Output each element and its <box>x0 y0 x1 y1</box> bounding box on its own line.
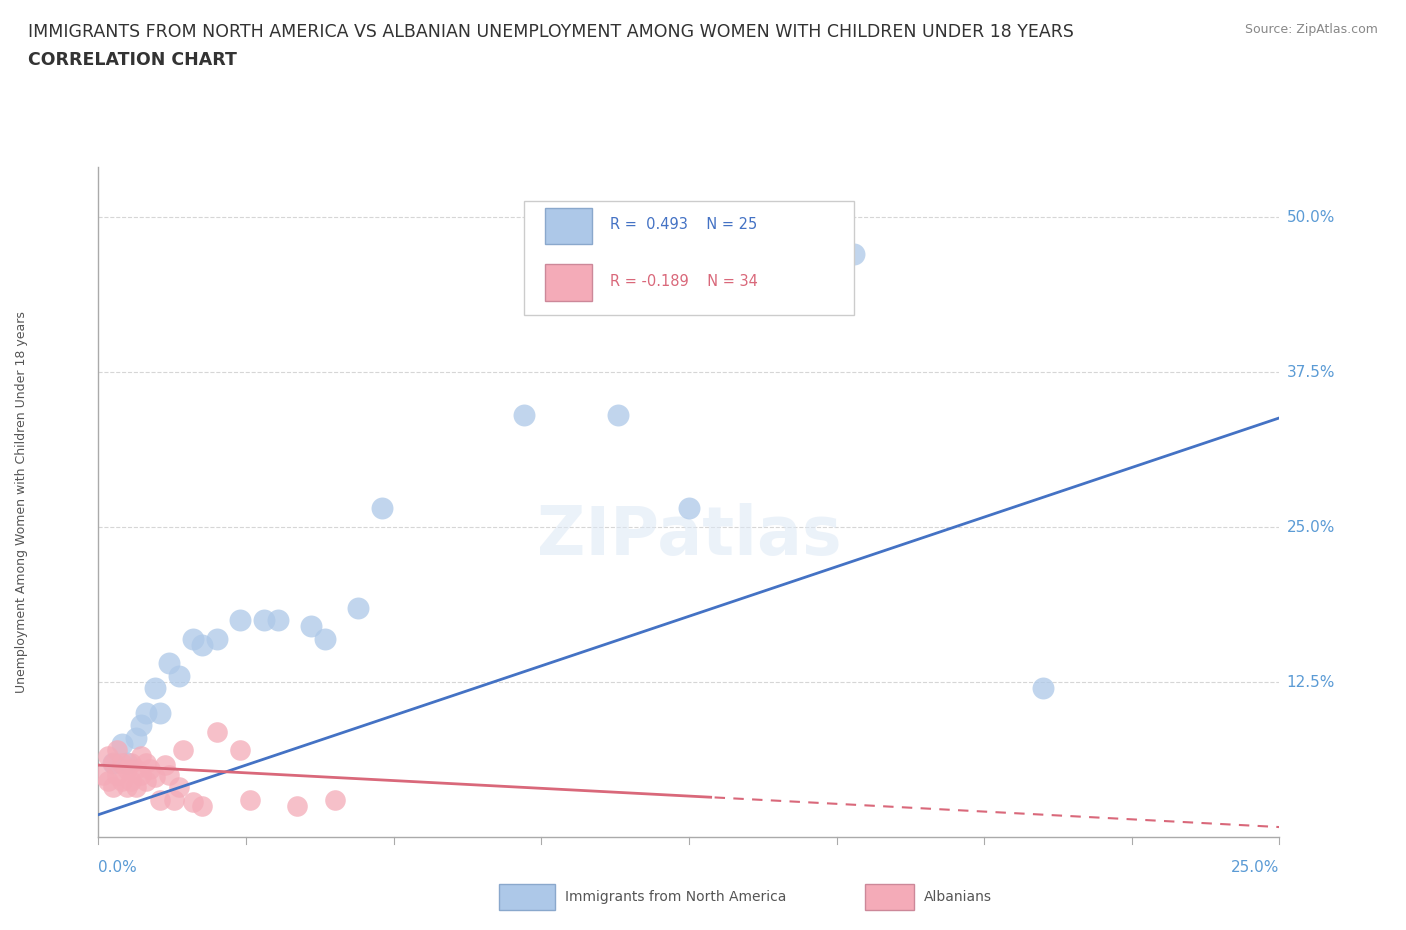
Point <box>205 631 228 646</box>
Point <box>129 749 152 764</box>
Point <box>229 743 252 758</box>
Point <box>115 762 138 777</box>
Point <box>101 755 124 770</box>
Point <box>97 774 120 789</box>
Point <box>323 792 346 807</box>
Point <box>149 706 172 721</box>
Point <box>607 408 630 423</box>
Point <box>239 792 262 807</box>
Point <box>844 246 866 261</box>
Point <box>139 762 162 777</box>
Point <box>191 799 214 814</box>
Point <box>678 501 700 516</box>
Point <box>125 762 148 777</box>
Text: Albanians: Albanians <box>924 889 991 904</box>
Text: 50.0%: 50.0% <box>1286 209 1334 224</box>
Point <box>167 780 190 795</box>
Point <box>101 780 124 795</box>
Point <box>105 767 128 782</box>
Text: Source: ZipAtlas.com: Source: ZipAtlas.com <box>1244 23 1378 36</box>
Point <box>101 755 124 770</box>
Point <box>129 767 152 782</box>
Point <box>285 799 308 814</box>
Point <box>229 613 252 628</box>
Point <box>181 795 204 810</box>
Point <box>135 755 157 770</box>
Point <box>121 755 143 770</box>
Point <box>163 792 186 807</box>
Point <box>91 767 114 782</box>
Point <box>181 631 204 646</box>
Text: R = -0.189    N = 34: R = -0.189 N = 34 <box>610 273 758 288</box>
Point <box>135 706 157 721</box>
Text: R =  0.493    N = 25: R = 0.493 N = 25 <box>610 217 756 232</box>
FancyBboxPatch shape <box>523 201 855 314</box>
Point <box>267 613 290 628</box>
Point <box>111 774 134 789</box>
Point <box>125 730 148 745</box>
Point <box>129 718 152 733</box>
Point <box>125 780 148 795</box>
Point <box>167 669 190 684</box>
Point <box>135 774 157 789</box>
Text: CORRELATION CHART: CORRELATION CHART <box>28 51 238 69</box>
Point <box>115 780 138 795</box>
Text: 37.5%: 37.5% <box>1286 365 1334 379</box>
Point <box>157 767 180 782</box>
FancyBboxPatch shape <box>546 264 592 301</box>
Point <box>314 631 336 646</box>
Text: 0.0%: 0.0% <box>98 860 138 875</box>
Point <box>347 600 370 615</box>
Point <box>115 755 138 770</box>
Point <box>143 770 166 785</box>
Point <box>105 743 128 758</box>
Point <box>205 724 228 739</box>
Text: 25.0%: 25.0% <box>1232 860 1279 875</box>
Text: 12.5%: 12.5% <box>1286 674 1334 689</box>
Point <box>371 501 394 516</box>
Point <box>1032 681 1054 696</box>
Point <box>97 749 120 764</box>
Point <box>157 656 180 671</box>
Point <box>111 737 134 751</box>
Point <box>143 681 166 696</box>
Point <box>153 758 176 773</box>
Point <box>149 792 172 807</box>
Point <box>111 755 134 770</box>
Text: Immigrants from North America: Immigrants from North America <box>565 889 786 904</box>
Point <box>512 408 534 423</box>
Point <box>121 774 143 789</box>
Text: IMMIGRANTS FROM NORTH AMERICA VS ALBANIAN UNEMPLOYMENT AMONG WOMEN WITH CHILDREN: IMMIGRANTS FROM NORTH AMERICA VS ALBANIA… <box>28 23 1074 41</box>
Point <box>299 618 322 633</box>
Point <box>253 613 276 628</box>
Point <box>172 743 194 758</box>
FancyBboxPatch shape <box>546 207 592 245</box>
Text: 25.0%: 25.0% <box>1286 520 1334 535</box>
Text: ZIPatlas: ZIPatlas <box>537 503 841 568</box>
Text: Unemployment Among Women with Children Under 18 years: Unemployment Among Women with Children U… <box>14 312 28 693</box>
Point <box>191 637 214 652</box>
